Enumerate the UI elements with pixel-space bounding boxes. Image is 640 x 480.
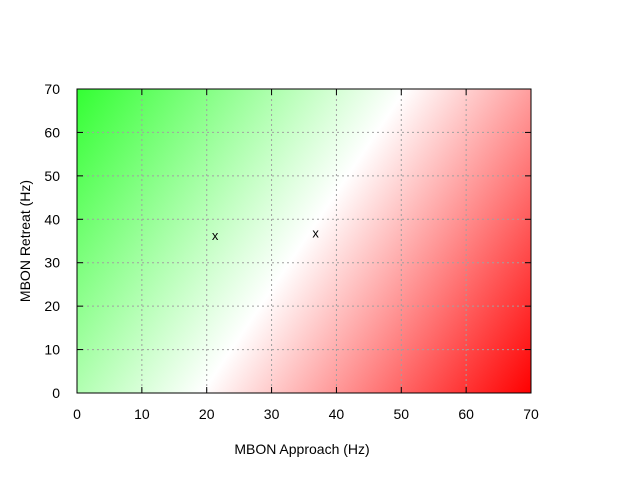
data-point-marker: x [212, 228, 219, 243]
y-axis-ticks: 0 10 20 30 40 50 60 70 [44, 81, 531, 401]
y-tick-label: 30 [44, 255, 60, 271]
y-tick-label: 10 [44, 342, 60, 358]
data-point-marker: x [312, 226, 319, 241]
x-tick-label: 0 [73, 406, 81, 422]
y-tick-label: 70 [44, 81, 60, 97]
y-tick-label: 60 [44, 124, 60, 140]
x-tick-label: 60 [458, 406, 474, 422]
heatmap-field [77, 89, 531, 393]
x-tick-label: 50 [393, 406, 409, 422]
x-tick-label: 70 [523, 406, 539, 422]
y-tick-label: 20 [44, 298, 60, 314]
x-tick-label: 40 [329, 406, 345, 422]
y-axis-title: MBON Retreat (Hz) [17, 180, 33, 302]
x-tick-label: 30 [264, 406, 280, 422]
grid [76, 88, 532, 394]
y-tick-label: 40 [44, 211, 60, 227]
y-tick-label: 0 [52, 385, 60, 401]
x-axis-ticks: 0 10 20 30 40 50 60 70 [73, 89, 539, 422]
x-tick-label: 10 [134, 406, 150, 422]
x-tick-label: 20 [199, 406, 215, 422]
plot-frame [76, 88, 532, 394]
x-axis-title: MBON Approach (Hz) [234, 441, 369, 457]
plot-area [77, 89, 531, 393]
y-tick-label: 50 [44, 168, 60, 184]
